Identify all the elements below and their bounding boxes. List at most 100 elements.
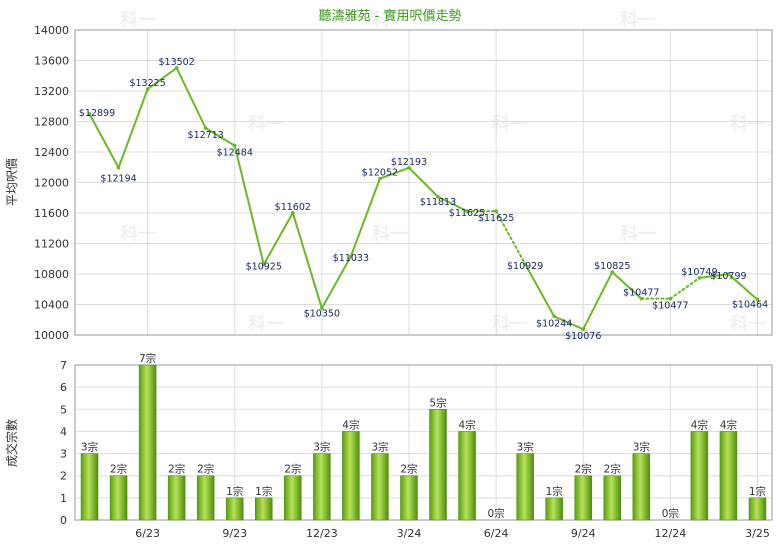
price-point (407, 165, 411, 170)
count-data-label: 2宗 (197, 463, 214, 476)
count-bar (429, 409, 447, 521)
count-data-label: 2宗 (168, 463, 185, 476)
price-data-label: $10825 (594, 261, 630, 272)
count-y-tick-label: 5 (60, 403, 67, 416)
count-y-tick-label: 6 (60, 381, 67, 394)
price-y-tick-label: 13600 (34, 55, 69, 68)
count-y-tick-label: 3 (60, 448, 67, 461)
watermark-text: 科一 (120, 223, 156, 245)
count-data-label: 3宗 (313, 441, 330, 454)
watermark-text: 科一 (492, 313, 528, 335)
price-point (320, 306, 324, 311)
count-data-label: 4宗 (691, 418, 708, 431)
price-line-segment (727, 273, 759, 301)
price-point (523, 262, 527, 266)
watermark-text: 科一 (372, 9, 408, 31)
price-line-segment (698, 273, 730, 279)
watermark-text: 科一 (248, 313, 284, 335)
watermark-text: 科一 (120, 9, 156, 31)
price-point (697, 276, 702, 280)
price-line-segment (204, 127, 236, 147)
price-y-tick-label: 10800 (34, 268, 69, 281)
price-line-segment (291, 211, 323, 310)
watermark-text: 科一 (492, 113, 528, 135)
count-bar (400, 475, 418, 521)
count-data-label: 3宗 (371, 441, 388, 454)
price-line-segment (349, 177, 381, 258)
count-data-label: 2宗 (400, 463, 417, 476)
price-y-tick-label: 10400 (34, 299, 69, 312)
count-data-label: 1宗 (226, 485, 243, 498)
price-point (116, 165, 121, 170)
price-point (494, 209, 498, 213)
count-data-label: 3宗 (517, 441, 534, 454)
watermark-text: 科一 (372, 223, 408, 245)
count-bar (109, 475, 128, 521)
price-data-label: $10350 (304, 308, 340, 319)
count-data-label: 2宗 (575, 463, 592, 476)
price-data-label: $12899 (79, 108, 115, 119)
price-data-label: $11602 (275, 202, 311, 213)
count-data-label: 7宗 (139, 352, 156, 365)
price-line-segment (146, 66, 178, 91)
price-line-segment (524, 263, 556, 318)
count-bar (748, 497, 767, 521)
price-point (668, 296, 673, 301)
count-bar (574, 475, 592, 521)
x-tick-label: 9/23 (222, 527, 247, 540)
price-point (465, 209, 469, 213)
price-data-label: $13225 (129, 78, 165, 89)
count-y-tick-label: 2 (60, 470, 67, 483)
price-data-label: $10477 (623, 288, 659, 299)
price-point (436, 194, 440, 199)
price-y-tick-label: 12000 (34, 177, 69, 190)
price-data-label: $10076 (565, 331, 601, 342)
count-data-label: 4宗 (342, 418, 359, 431)
price-point (755, 297, 760, 302)
count-y-tick-label: 7 (60, 359, 67, 372)
x-tick-label: 6/23 (135, 527, 160, 540)
price-line-segment (88, 112, 120, 169)
count-data-label: 5宗 (429, 396, 446, 409)
count-data-label: 4宗 (720, 418, 737, 431)
count-bar (545, 497, 563, 521)
price-data-label: $10929 (507, 261, 543, 272)
count-bar (284, 475, 302, 521)
price-line-segment (233, 144, 265, 266)
count-plot-frame (74, 364, 773, 521)
count-bar (719, 431, 738, 521)
count-bar (603, 475, 622, 521)
price-data-label: $10925 (246, 261, 282, 272)
count-data-label: 4宗 (458, 418, 475, 431)
x-tick-label: 6/24 (484, 527, 509, 540)
count-bar (516, 453, 534, 521)
count-bar (255, 497, 273, 521)
price-y-tick-label: 14000 (34, 24, 69, 37)
price-data-label: $12713 (188, 130, 224, 141)
price-point (552, 314, 556, 319)
count-bar (371, 453, 389, 521)
count-data-label: 2宗 (284, 463, 301, 476)
x-tick-label: 3/25 (745, 527, 770, 540)
price-point (145, 87, 150, 91)
price-point (349, 254, 353, 259)
x-tick-label: 3/24 (397, 527, 422, 540)
watermark-text: 科一 (620, 9, 656, 31)
count-bar (80, 453, 99, 521)
price-y-tick-label: 11200 (34, 238, 69, 251)
count-data-label: 0宗 (662, 507, 679, 520)
price-line-segment (262, 211, 294, 266)
watermark-text: 科一 (730, 313, 766, 335)
price-point (639, 296, 644, 301)
price-data-label: $11033 (333, 253, 369, 264)
price-data-label: $10244 (536, 318, 572, 329)
count-data-label: 2宗 (604, 463, 621, 476)
count-data-label: 1宗 (255, 485, 272, 498)
price-point (232, 143, 237, 148)
price-line-segment (320, 255, 352, 310)
watermark-text: 科一 (248, 113, 284, 135)
price-y-tick-label: 12800 (34, 116, 69, 129)
count-bar (313, 453, 331, 521)
count-data-label: 0宗 (488, 507, 505, 520)
